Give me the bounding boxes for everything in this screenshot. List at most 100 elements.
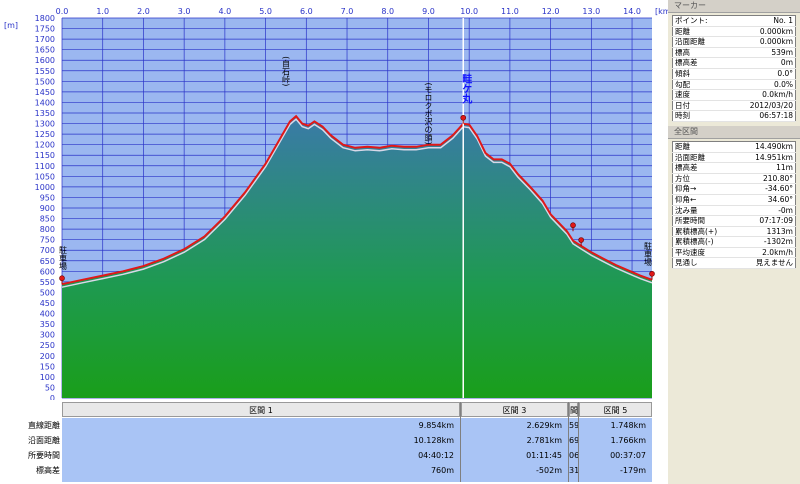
segment-header[interactable]: 区間 5 xyxy=(579,402,652,417)
waypoint-marker[interactable] xyxy=(59,275,65,282)
segment-row-label: 直線距離 xyxy=(28,421,60,430)
y-tick-label: 750 xyxy=(40,236,55,245)
y-tick-label: 200 xyxy=(40,352,55,361)
y-tick-label: 1350 xyxy=(35,109,55,118)
y-tick-label: 450 xyxy=(40,299,55,308)
segment-header[interactable]: 区間 1 xyxy=(62,402,460,417)
total-info-label: 方位 xyxy=(672,173,737,185)
segment-value: 06 xyxy=(569,450,578,462)
total-info-value: 11m xyxy=(736,162,796,174)
marker-info-label: 距離 xyxy=(672,26,727,38)
marker-info-value: No. 1 xyxy=(726,15,796,27)
y-tick-label: 1100 xyxy=(35,162,55,171)
y-tick-label: 150 xyxy=(40,362,55,371)
segment-header[interactable]: 間 xyxy=(569,402,578,417)
total-info-value: 07:17:09 xyxy=(736,215,796,227)
total-info-label: 所要時間 xyxy=(672,215,737,227)
marker-info-value: 539m xyxy=(726,47,796,59)
waypoint-marker[interactable] xyxy=(578,237,584,243)
marker-info-value: 06:57:18 xyxy=(726,110,796,122)
y-tick-label: 650 xyxy=(40,257,55,266)
marker-info-label: 勾配 xyxy=(672,79,727,91)
x-tick-label: 14.0 xyxy=(623,7,641,16)
y-tick-label: 500 xyxy=(40,288,55,297)
total-info-row: 沿面距離 14.951km xyxy=(672,152,796,164)
waypoint-label: (モロクボ沢の頭) xyxy=(424,83,433,145)
segment-separator xyxy=(460,402,461,482)
waypoint-marker[interactable] xyxy=(460,114,467,121)
marker-info-row: 標高 539m xyxy=(672,47,796,59)
y-tick-label: 1300 xyxy=(35,120,55,129)
elevation-chart-svg[interactable]: 0.0 1.0 2.0 3.0 4.0 5.0 6.0 7.0 8.0 9.0 10.0 11.0 12… xyxy=(0,0,668,400)
marker-info-label: 日付 xyxy=(672,100,727,112)
y-tick-label: 350 xyxy=(40,320,55,329)
segment-value: 2.629km xyxy=(461,420,568,432)
y-tick-label: 550 xyxy=(40,278,55,287)
total-info-value: -0m xyxy=(736,205,796,217)
total-info-row: 累積標高(+) 1313m xyxy=(672,226,796,238)
x-tick-labels: 0.0 1.0 2.0 3.0 4.0 5.0 6.0 7.0 8.0 9.0 10.0 11.0 12… xyxy=(56,7,641,16)
total-info-row: 見通し 見えません xyxy=(672,257,796,270)
marker-info-value: 0m xyxy=(726,57,796,69)
x-tick-label: 0.0 xyxy=(56,7,69,16)
y-tick-label: 1450 xyxy=(35,88,55,97)
total-info-value: -34.60° xyxy=(736,183,796,195)
y-tick-label: 950 xyxy=(40,193,55,202)
total-info-row: 仰角← 34.60° xyxy=(672,194,796,206)
waypoint-marker[interactable] xyxy=(649,270,655,277)
segment-row-label: 沿面距離 xyxy=(28,436,60,445)
segment-separator xyxy=(578,402,579,482)
x-tick-label: 9.0 xyxy=(422,7,435,16)
total-info-row: 仰角→ -34.60° xyxy=(672,183,796,195)
total-info-label: 平均速度 xyxy=(672,247,737,259)
marker-info-row: 距離 0.000km xyxy=(672,26,796,38)
total-info-row: 方位 210.80° xyxy=(672,173,796,185)
segment-value: 9.854km xyxy=(62,420,460,432)
marker-info-value: 0.0% xyxy=(726,79,796,91)
y-tick-label: 1150 xyxy=(35,151,55,160)
marker-info-row: 勾配 0.0% xyxy=(672,79,796,91)
marker-info-row: 日付 2012/03/20 xyxy=(672,100,796,112)
y-tick-label: 900 xyxy=(40,204,55,213)
segment-value: -179m xyxy=(579,465,652,477)
marker-info-label: 標高 xyxy=(672,47,727,59)
segment-header[interactable]: 区間 3 xyxy=(461,402,568,417)
total-panel-title: 全区間 xyxy=(668,125,800,139)
y-tick-label: 100 xyxy=(40,373,55,382)
total-info-label: 見通し xyxy=(672,257,737,270)
elevation-chart[interactable]: 0.0 1.0 2.0 3.0 4.0 5.0 6.0 7.0 8.0 9.0 10.0 11.0 12… xyxy=(0,0,668,400)
side-panel: マーカー ポイント: No. 1 距離 0.000km 沿面距離 0.000km 標高 539… xyxy=(668,0,800,484)
total-info-value: -1302m xyxy=(736,236,796,248)
marker-info-label: 傾斜 xyxy=(672,68,727,80)
segment-value: 69 xyxy=(569,435,578,447)
y-tick-label: 700 xyxy=(40,246,55,255)
elevation-area xyxy=(62,116,652,398)
total-info-value: 210.80° xyxy=(736,173,796,185)
waypoint-marker[interactable] xyxy=(570,222,576,229)
total-info-value: 14.951km xyxy=(736,152,796,164)
x-tick-label: 6.0 xyxy=(300,7,313,16)
y-tick-label: 1650 xyxy=(35,46,55,55)
waypoint-annotations: (自石峠) (モロクボ沢の頭) 駐車場 駐車場 畦ケ丸 xyxy=(59,56,653,271)
waypoint-label: 駐車場 xyxy=(644,241,653,267)
marker-info-row: 沿面距離 0.000km xyxy=(672,36,796,48)
total-info-row: 距離 14.490km xyxy=(672,141,796,153)
y-tick-label: 1750 xyxy=(35,25,55,34)
waypoint-label: (自石峠) xyxy=(282,56,291,86)
marker-info-value: 0.000km xyxy=(726,36,796,48)
marker-info-row: ポイント: No. 1 xyxy=(672,15,796,27)
x-tick-label: 12.0 xyxy=(542,7,560,16)
marker-info-label: 標高差 xyxy=(672,57,727,69)
y-tick-label: 1500 xyxy=(35,77,55,86)
total-info-label: 仰角← xyxy=(672,194,737,206)
marker-info-table: ポイント: No. 1 距離 0.000km 沿面距離 0.000km 標高 539m 標高差 0… xyxy=(672,15,796,122)
total-info-label: 沈み量 xyxy=(672,205,737,217)
segment-value: 2.781km xyxy=(461,435,568,447)
y-tick-label: 850 xyxy=(40,215,55,224)
segment-value: 10.128km xyxy=(62,435,460,447)
total-info-label: 仰角→ xyxy=(672,183,737,195)
total-info-value: 14.490km xyxy=(736,141,796,153)
total-info-label: 累積標高(-) xyxy=(672,236,737,248)
y-tick-label: 800 xyxy=(40,225,55,234)
y-tick-label: 1700 xyxy=(35,35,55,44)
